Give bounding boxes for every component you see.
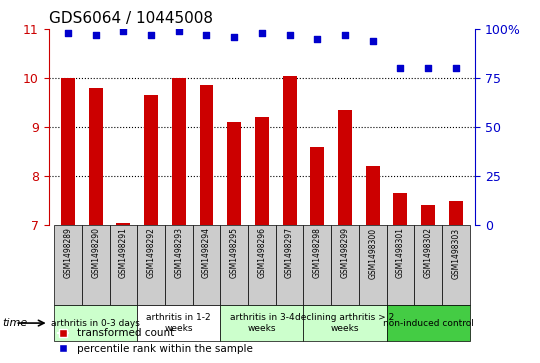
- Point: [451, 65, 460, 71]
- Text: GSM1498295: GSM1498295: [230, 228, 239, 278]
- Text: GSM1498303: GSM1498303: [451, 228, 460, 278]
- Point: [368, 38, 377, 44]
- Bar: [310, 147, 324, 225]
- Text: GSM1498298: GSM1498298: [313, 228, 322, 278]
- Bar: [421, 205, 435, 225]
- Text: non-induced control: non-induced control: [383, 319, 474, 327]
- Text: GSM1498299: GSM1498299: [341, 228, 349, 278]
- Text: GDS6064 / 10445008: GDS6064 / 10445008: [49, 12, 213, 26]
- Bar: [282, 76, 296, 225]
- Bar: [220, 305, 303, 341]
- Text: arthritis in 0-3 days: arthritis in 0-3 days: [51, 319, 140, 327]
- Text: arthritis in 3-4
weeks: arthritis in 3-4 weeks: [230, 313, 294, 333]
- Text: GSM1498290: GSM1498290: [91, 228, 100, 278]
- Point: [174, 28, 183, 34]
- Point: [313, 36, 322, 42]
- Bar: [276, 225, 303, 305]
- Bar: [414, 225, 442, 305]
- Point: [91, 32, 100, 38]
- Bar: [442, 225, 470, 305]
- Text: GSM1498293: GSM1498293: [174, 228, 183, 278]
- Point: [341, 32, 349, 38]
- Bar: [89, 88, 103, 225]
- Point: [119, 28, 128, 34]
- Bar: [144, 95, 158, 225]
- Bar: [449, 200, 463, 225]
- Text: GSM1498291: GSM1498291: [119, 228, 128, 278]
- Bar: [387, 305, 470, 341]
- Point: [64, 30, 72, 36]
- Text: GSM1498297: GSM1498297: [285, 228, 294, 278]
- Text: GSM1498289: GSM1498289: [64, 228, 72, 278]
- Text: declining arthritis > 2
weeks: declining arthritis > 2 weeks: [295, 313, 395, 333]
- Text: arthritis in 1-2
weeks: arthritis in 1-2 weeks: [146, 313, 211, 333]
- Bar: [255, 117, 269, 225]
- Bar: [137, 305, 220, 341]
- Bar: [366, 166, 380, 225]
- Point: [424, 65, 433, 71]
- Bar: [54, 225, 82, 305]
- Text: GSM1498294: GSM1498294: [202, 228, 211, 278]
- Text: GSM1498300: GSM1498300: [368, 228, 377, 278]
- Bar: [359, 225, 387, 305]
- Legend: transformed count, percentile rank within the sample: transformed count, percentile rank withi…: [54, 324, 256, 358]
- Text: GSM1498302: GSM1498302: [423, 228, 433, 278]
- Bar: [248, 225, 276, 305]
- Bar: [200, 85, 213, 225]
- Bar: [137, 225, 165, 305]
- Bar: [220, 225, 248, 305]
- Bar: [338, 110, 352, 225]
- Bar: [82, 225, 110, 305]
- Text: GSM1498301: GSM1498301: [396, 228, 405, 278]
- Point: [285, 32, 294, 38]
- Bar: [303, 225, 331, 305]
- Bar: [61, 78, 75, 225]
- Bar: [303, 305, 387, 341]
- Text: GSM1498292: GSM1498292: [146, 228, 156, 278]
- Bar: [110, 225, 137, 305]
- Bar: [165, 225, 193, 305]
- Bar: [227, 122, 241, 225]
- Bar: [387, 225, 414, 305]
- Point: [202, 32, 211, 38]
- Bar: [331, 225, 359, 305]
- Point: [230, 34, 239, 40]
- Point: [258, 30, 266, 36]
- Bar: [54, 305, 137, 341]
- Bar: [117, 223, 130, 225]
- Text: time: time: [3, 318, 28, 328]
- Point: [396, 65, 404, 71]
- Bar: [193, 225, 220, 305]
- Bar: [394, 193, 407, 225]
- Text: GSM1498296: GSM1498296: [258, 228, 266, 278]
- Point: [147, 32, 156, 38]
- Bar: [172, 78, 186, 225]
